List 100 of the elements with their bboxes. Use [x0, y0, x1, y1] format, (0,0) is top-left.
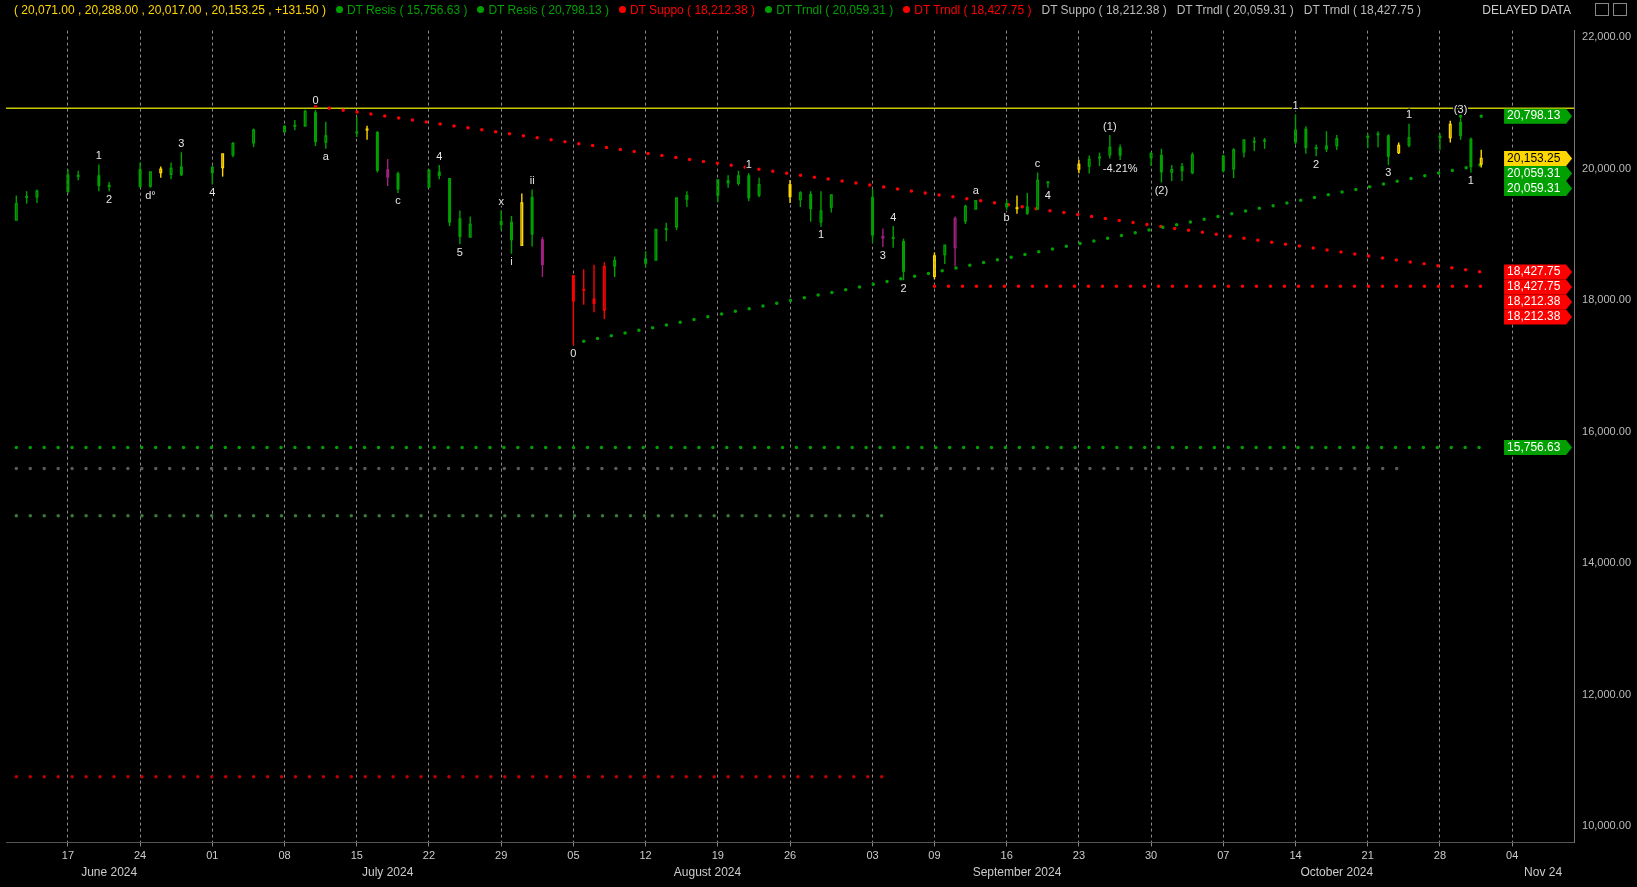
annotation: ii	[529, 174, 535, 187]
candlestick	[1180, 162, 1184, 182]
annotation: a	[972, 184, 980, 197]
legend-label: DT Resis ( 15,756.63 )	[346, 3, 468, 17]
candlestick	[66, 168, 70, 195]
x-tick-label: 05	[567, 849, 580, 862]
annotation: 3	[879, 248, 886, 261]
annotation: 5	[456, 245, 463, 258]
text: DELAYED DATA	[1482, 3, 1571, 17]
annotation: i	[510, 255, 513, 268]
candlestick	[520, 192, 524, 247]
annotation: 0	[312, 94, 319, 107]
annotation: b	[1003, 211, 1010, 224]
candlestick	[788, 179, 792, 204]
annotation: -4.21%	[1102, 161, 1138, 174]
candlestick	[685, 190, 689, 208]
candlestick	[881, 227, 885, 248]
x2-tick-label: July 2024	[362, 865, 414, 880]
x-tick-label: 15	[350, 849, 363, 862]
candlestick	[396, 171, 400, 194]
y-tick-label: 12,000.00	[1582, 687, 1631, 700]
annotation: 2	[900, 281, 907, 294]
candlestick	[1077, 158, 1081, 174]
candlestick	[1015, 194, 1019, 215]
candlestick	[35, 188, 39, 204]
annotation: 15,756.63	[1507, 439, 1561, 454]
candlestick	[1324, 130, 1328, 153]
annotation: 3	[178, 136, 185, 149]
annotation: 3	[1385, 166, 1392, 179]
x-tick-label: 30	[1144, 849, 1158, 862]
annotation: 1	[1467, 173, 1474, 186]
candlestick	[1386, 133, 1390, 166]
x-tick-label: 03	[866, 849, 879, 862]
y-tick-label: 14,000.00	[1582, 556, 1631, 569]
candlestick	[365, 125, 369, 141]
candlestick	[1294, 113, 1298, 146]
annotation: 18,212.38	[1507, 309, 1561, 324]
x2-tick-label: October 2024	[1300, 865, 1374, 880]
candlestick	[747, 172, 751, 203]
x-tick-label: 08	[278, 849, 291, 862]
x2-tick-label: June 2024	[81, 865, 138, 880]
candlestick	[664, 221, 668, 243]
candlestick	[953, 215, 957, 268]
candlestick	[313, 109, 317, 147]
candlestick	[179, 151, 183, 177]
candlestick	[819, 190, 823, 228]
annotation: 1	[1292, 98, 1299, 111]
annotation: 2	[106, 192, 113, 205]
candlestick	[293, 119, 297, 131]
annotation: 20,798.13	[1507, 108, 1561, 123]
candlestick	[1376, 130, 1380, 149]
annotation: (2)	[1154, 184, 1169, 197]
candlestick	[509, 215, 513, 255]
candlestick	[1242, 139, 1246, 159]
x2-tick-label: Nov 24	[1524, 865, 1563, 880]
legend-label: DT Trndl ( 18,427.75 )	[914, 3, 1032, 17]
annotation: 1	[1405, 108, 1413, 121]
candlestick	[324, 121, 328, 150]
x-tick-label: 24	[133, 849, 147, 862]
annotation: 4	[436, 149, 443, 162]
annotation: 4	[209, 185, 216, 198]
annotation: 4	[890, 210, 897, 223]
candlestick	[303, 109, 307, 127]
y-tick-label: 22,000.00	[1582, 30, 1631, 43]
candlestick	[974, 199, 978, 210]
text: DT Trndl ( 20,059.31 )	[1176, 3, 1294, 17]
legend-label: DT Resis ( 20,798.13 )	[488, 3, 609, 17]
candlestick	[427, 169, 431, 188]
annotation: 1	[745, 157, 752, 170]
candlestick	[757, 176, 761, 198]
text: DT Suppo ( 18,212.38 )	[1041, 3, 1167, 17]
annotation: 1	[817, 228, 825, 241]
text: ( 20,071.00 , 20,288.00 , 20,017.00 , 20,153.25 , +131.50 )	[14, 3, 326, 17]
annotation: 4	[1044, 189, 1051, 202]
candlestick	[1159, 148, 1163, 184]
annotation: 20,153.25	[1507, 150, 1561, 165]
candlestick	[169, 161, 173, 180]
x-tick-label: 28	[1433, 849, 1447, 862]
candlestick	[891, 225, 895, 249]
candlestick	[1098, 151, 1102, 167]
x-tick-label: 22	[422, 849, 436, 862]
candlestick	[809, 190, 813, 223]
annotation: 18,427.75	[1507, 264, 1561, 279]
x-tick-label: 04	[1506, 849, 1519, 862]
candlestick	[1149, 151, 1153, 167]
candlestick	[355, 115, 359, 138]
annotation: 20,059.31	[1507, 180, 1561, 195]
candlestick	[654, 228, 658, 261]
candlestick	[1108, 134, 1112, 160]
y-tick-label: 10,000.00	[1582, 819, 1631, 831]
annotation: 20,059.31	[1507, 165, 1561, 180]
candlestick	[1314, 143, 1318, 158]
x2-tick-label: September 2024	[972, 865, 1062, 880]
candlestick	[592, 264, 596, 313]
annotation: c	[395, 194, 402, 207]
x-tick-label: 21	[1361, 849, 1374, 862]
y-tick-label: 20,000.00	[1582, 161, 1631, 174]
annotation: a	[322, 150, 330, 163]
x-tick-label: 17	[61, 849, 75, 862]
annotation: d°	[145, 189, 156, 202]
